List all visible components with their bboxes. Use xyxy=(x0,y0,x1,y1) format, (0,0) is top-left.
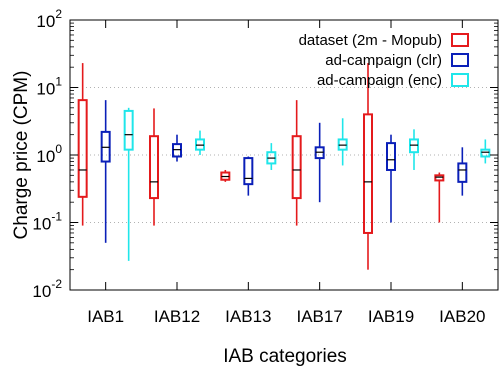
y-tick-label: 10-1 xyxy=(32,210,62,234)
y-axis-title: Charge price (CPM) xyxy=(11,71,32,240)
x-tick-label: IAB1 xyxy=(87,307,124,326)
legend-label: ad-campaign (enc) xyxy=(317,72,442,89)
x-tick-label: IAB19 xyxy=(368,307,414,326)
legend-swatch xyxy=(451,73,469,87)
box xyxy=(77,99,88,198)
box xyxy=(457,162,468,183)
y-tick-label: 10-2 xyxy=(32,277,62,301)
series-1 xyxy=(100,100,468,243)
box-series xyxy=(77,63,491,270)
legend-swatch xyxy=(451,33,469,47)
box xyxy=(434,174,445,182)
y-tick-label: 100 xyxy=(36,142,62,166)
box xyxy=(172,143,182,158)
legend-swatch xyxy=(451,53,469,67)
legend: dataset (2m - Mopub) ad-campaign (clr) ad-… xyxy=(299,32,469,89)
box xyxy=(363,113,373,234)
box xyxy=(386,142,396,171)
box xyxy=(243,157,254,186)
series-2 xyxy=(123,107,491,261)
box xyxy=(409,138,419,154)
x-tick-label: IAB12 xyxy=(154,307,200,326)
box xyxy=(123,109,134,151)
box xyxy=(480,148,491,158)
x-tick-label: IAB20 xyxy=(439,307,485,326)
y-tick-label: 102 xyxy=(36,7,62,31)
box xyxy=(291,135,302,200)
box xyxy=(149,135,159,200)
axes: 10-2 10-1 100 101 102 IAB1 IAB12 IAB13 IAB17 IAB1… xyxy=(32,7,498,326)
x-tick-label: IAB13 xyxy=(225,307,271,326)
legend-label: ad-campaign (clr) xyxy=(325,52,442,69)
y-tick-label: 101 xyxy=(36,75,62,99)
x-tick-label: IAB17 xyxy=(297,307,343,326)
series-0 xyxy=(77,63,445,270)
grid-lines xyxy=(70,87,498,223)
x-axis-title: IAB categories xyxy=(223,346,347,367)
legend-label: dataset (2m - Mopub) xyxy=(299,32,442,49)
